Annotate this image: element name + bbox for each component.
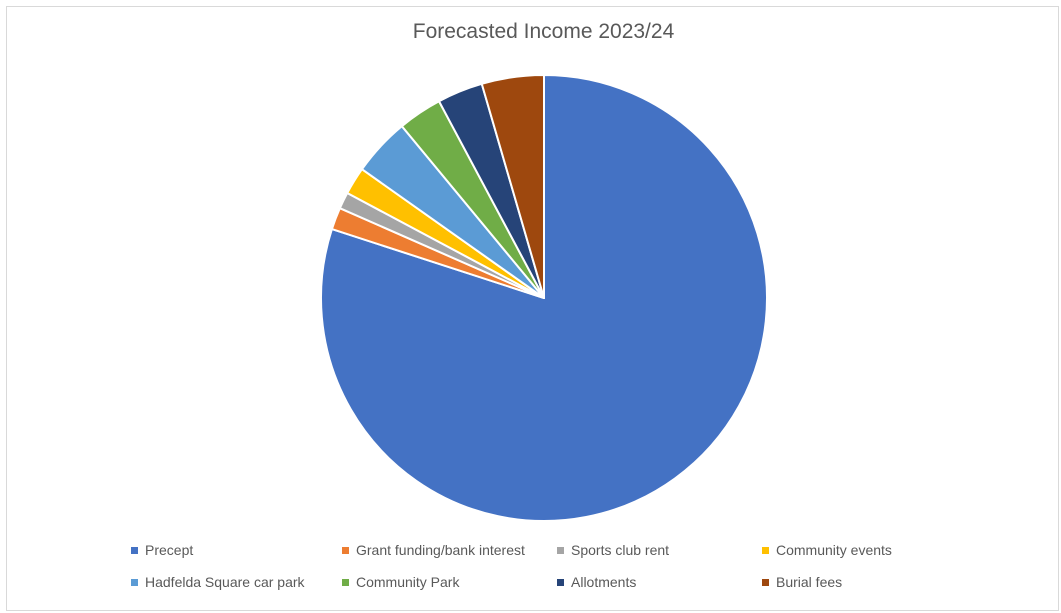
chart-title: Forecasted Income 2023/24	[412, 20, 675, 43]
pie-slice-burial-fees	[480, 74, 545, 299]
